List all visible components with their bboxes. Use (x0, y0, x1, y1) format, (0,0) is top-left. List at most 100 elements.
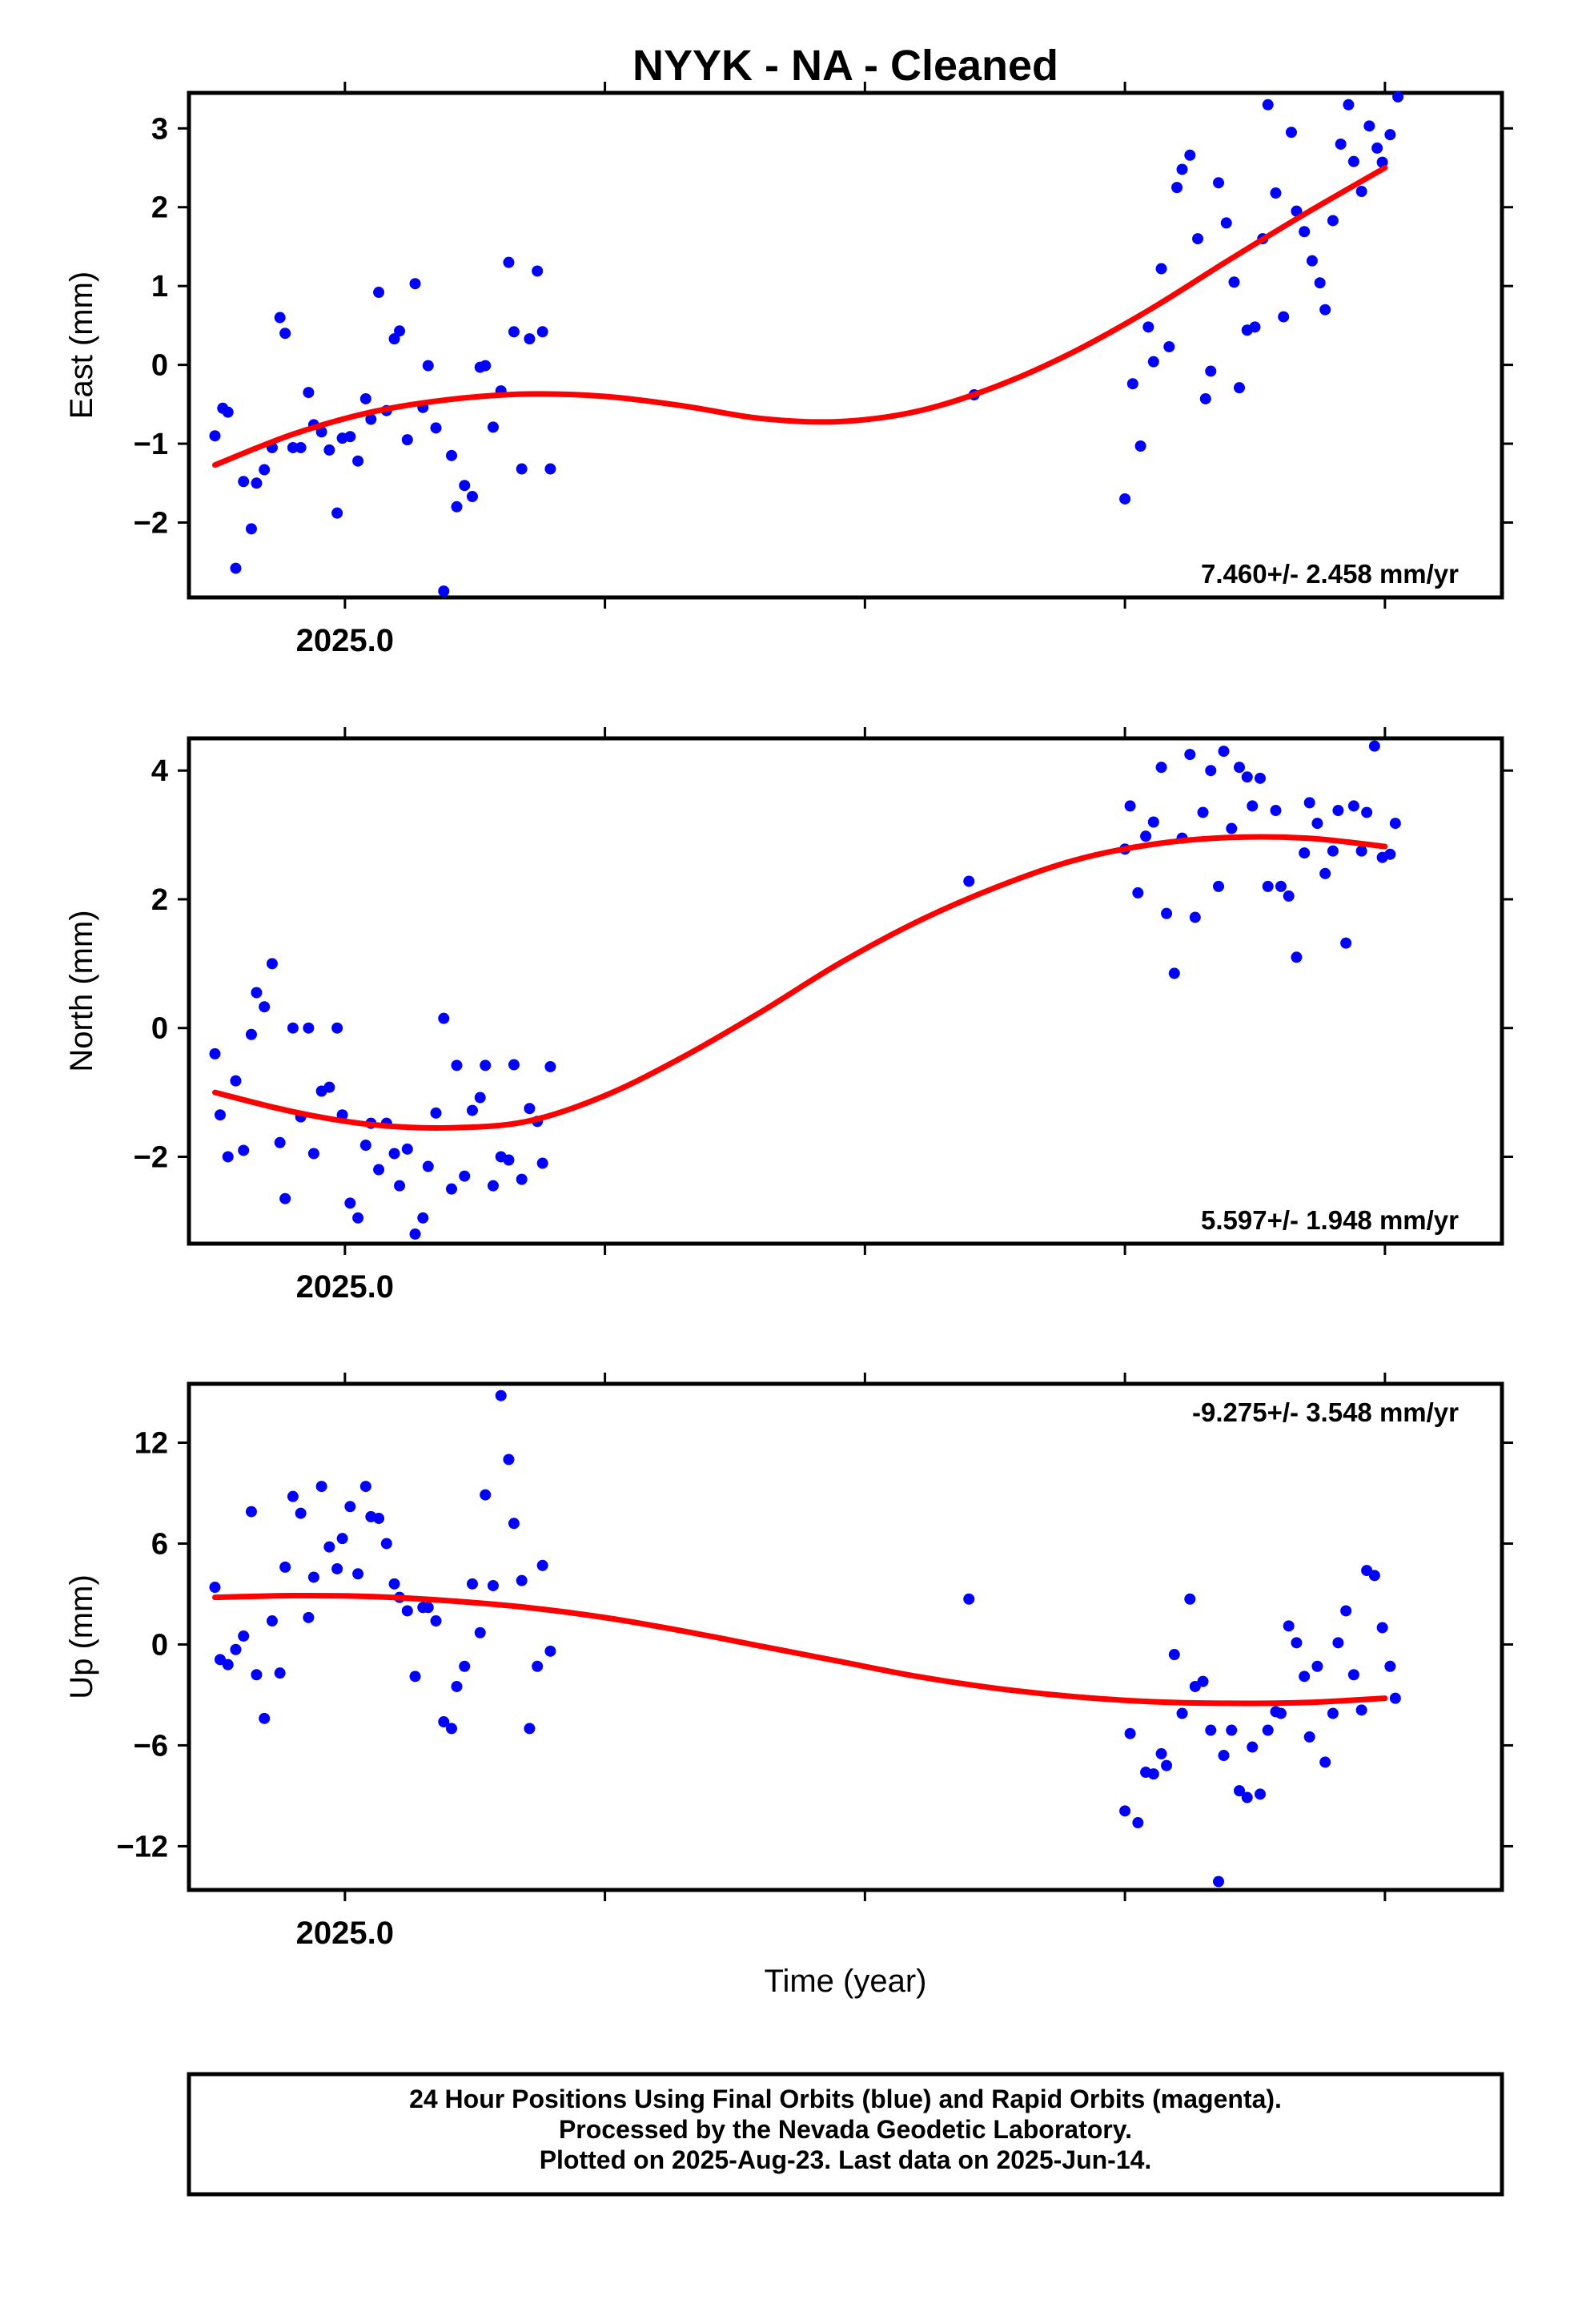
data-point (1392, 90, 1404, 103)
data-point (1226, 822, 1238, 834)
data-point (331, 1022, 343, 1034)
velocity-rate-label: 7.460+/- 2.458 mm/yr (1201, 559, 1459, 589)
data-point (1119, 493, 1131, 505)
data-point (1168, 1649, 1180, 1661)
data-point (1184, 149, 1196, 161)
data-point (380, 1538, 392, 1550)
data-point (1134, 440, 1146, 452)
data-point (1205, 765, 1217, 777)
x-tick-label-year: 2025.0 (296, 1269, 394, 1305)
data-point (1291, 951, 1303, 963)
data-point (1176, 1707, 1188, 1719)
data-point (1254, 772, 1266, 784)
data-point (1319, 867, 1331, 879)
data-point (1319, 1756, 1331, 1768)
data-point (409, 1228, 421, 1240)
data-point (1327, 845, 1339, 857)
data-point (536, 1559, 548, 1571)
data-point (287, 441, 299, 453)
data-point (1291, 1637, 1303, 1649)
data-point (331, 507, 343, 519)
data-point (1254, 1788, 1266, 1800)
data-point (1311, 818, 1323, 830)
data-point (1299, 1671, 1311, 1683)
data-point (1234, 382, 1245, 394)
data-point (1303, 797, 1315, 809)
data-point (1262, 880, 1274, 892)
data-point (1161, 907, 1173, 919)
data-point (1155, 263, 1167, 275)
data-point (230, 562, 242, 574)
y-tick-label: 12 (135, 1426, 168, 1460)
y-tick-label: −6 (134, 1729, 168, 1763)
data-point (1340, 937, 1352, 949)
data-point (963, 875, 975, 887)
data-point (1213, 1876, 1225, 1888)
data-point (1384, 848, 1396, 860)
data-point (466, 491, 478, 502)
data-point (1262, 1724, 1274, 1736)
north-panel: −2 0 2 4 2025.0 North (mm) 5.597+/- 1.948 mm/y… (64, 727, 1513, 1305)
data-point (487, 421, 499, 433)
data-point (1319, 304, 1331, 316)
data-point (1371, 142, 1383, 154)
data-point (1205, 365, 1217, 377)
data-point (1241, 1791, 1253, 1803)
data-point (480, 1489, 492, 1501)
data-point (274, 1136, 286, 1148)
data-point (303, 1022, 315, 1034)
data-point (474, 1092, 486, 1104)
data-point (323, 444, 335, 456)
data-point (1192, 233, 1204, 245)
data-point (1376, 1622, 1388, 1634)
data-point (438, 1716, 450, 1728)
data-point (1155, 762, 1167, 774)
data-point (401, 1605, 413, 1617)
data-point (495, 1389, 507, 1401)
footer-frame (187, 2072, 1504, 2197)
data-point (430, 1615, 442, 1627)
y-axis-label: North (mm) (64, 910, 99, 1072)
data-point (422, 1160, 434, 1172)
data-point (544, 1645, 556, 1657)
data-point (1155, 1747, 1167, 1759)
data-point (287, 1490, 299, 1502)
data-point (373, 287, 385, 299)
data-point (245, 1506, 257, 1518)
data-point (295, 1507, 307, 1519)
data-point (359, 1481, 371, 1493)
data-point (1189, 911, 1201, 923)
data-point (1332, 805, 1344, 817)
data-point (1332, 1637, 1344, 1649)
up-panel: −12 −6 0 6 12 2025.0 Up (mm) -9.275+/- 3.548 mm… (64, 1373, 1513, 1951)
data-point (303, 387, 315, 399)
data-point (1241, 771, 1253, 783)
y-tick-label: 2 (151, 191, 168, 225)
data-point (466, 1104, 478, 1116)
data-point (279, 1192, 291, 1204)
data-point (524, 1103, 536, 1115)
data-point (503, 1454, 515, 1466)
data-point (459, 1170, 471, 1182)
data-point (487, 1579, 499, 1591)
y-tick-label: 0 (151, 1012, 168, 1046)
data-point (323, 1081, 335, 1093)
x-axis-label: Time (year) (765, 1964, 927, 1999)
data-point (1283, 1620, 1295, 1632)
data-point (1218, 1750, 1230, 1762)
data-point (409, 1671, 421, 1683)
trend-fit-line (211, 1592, 1388, 1707)
data-point (245, 1028, 257, 1040)
data-point (532, 1660, 544, 1672)
data-point (1124, 1727, 1136, 1739)
data-point (315, 1481, 327, 1493)
data-point (222, 406, 234, 418)
data-point (1199, 392, 1211, 404)
data-point (344, 431, 356, 443)
data-point (1340, 1605, 1352, 1617)
data-point (1389, 818, 1401, 830)
data-point (1184, 749, 1196, 761)
data-point (516, 1574, 528, 1586)
data-point (459, 480, 471, 492)
data-point (373, 1512, 385, 1524)
